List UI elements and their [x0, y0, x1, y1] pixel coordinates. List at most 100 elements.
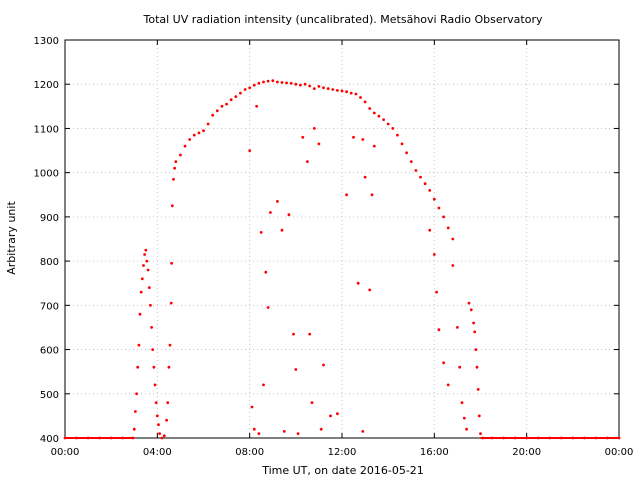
- data-point: [136, 365, 140, 369]
- data-point: [157, 423, 160, 427]
- data-point: [345, 193, 348, 197]
- data-point: [280, 81, 284, 84]
- data-point: [168, 343, 172, 347]
- data-point: [170, 204, 174, 208]
- data-point: [142, 264, 145, 267]
- data-point: [396, 133, 399, 137]
- data-point: [322, 86, 325, 90]
- data-point: [285, 81, 288, 85]
- data-point: [352, 135, 355, 139]
- data-point: [169, 301, 173, 305]
- data-point: [349, 91, 353, 95]
- data-point: [363, 175, 367, 179]
- y-tick-label: 1000: [34, 169, 59, 180]
- data-point: [451, 237, 455, 241]
- data-point: [167, 365, 171, 369]
- y-tick-label: 400: [40, 434, 59, 445]
- data-point: [153, 383, 157, 387]
- data-point: [248, 86, 252, 90]
- grid: [65, 40, 619, 438]
- data-point: [173, 166, 177, 170]
- data-point: [419, 175, 422, 179]
- data-point: [282, 430, 286, 433]
- y-tick-label: 1300: [34, 36, 59, 47]
- data-point: [386, 122, 390, 126]
- data-point: [345, 90, 348, 94]
- data-point: [308, 84, 312, 88]
- data-point: [259, 231, 263, 234]
- y-axis-label: Arbitrary unit: [5, 201, 18, 275]
- data-point: [138, 312, 142, 316]
- data-point: [234, 95, 238, 98]
- data-point: [446, 383, 450, 387]
- data-point: [336, 412, 339, 416]
- data-point: [423, 182, 427, 186]
- data-point: [451, 264, 455, 267]
- data-point: [172, 177, 175, 181]
- data-point: [162, 434, 166, 438]
- y-tick-label: 1100: [34, 124, 59, 135]
- data-point: [442, 361, 445, 365]
- data-point: [165, 418, 169, 422]
- data-point: [479, 432, 482, 435]
- data-point: [299, 83, 302, 87]
- data-point: [326, 87, 330, 90]
- data-point: [312, 87, 316, 90]
- data-point: [287, 213, 291, 217]
- data-point: [220, 104, 224, 108]
- data-point: [183, 144, 187, 148]
- data-point: [257, 81, 261, 85]
- data-point: [206, 122, 210, 126]
- data-point: [152, 365, 156, 369]
- data-point: [266, 79, 270, 83]
- data-point: [262, 80, 265, 84]
- data-point: [202, 129, 205, 133]
- data-point: [331, 88, 335, 91]
- data-point: [140, 277, 144, 281]
- data-point: [158, 432, 162, 435]
- data-point: [166, 401, 170, 404]
- data-point: [301, 135, 305, 139]
- data-point: [264, 270, 268, 274]
- data-point: [474, 348, 478, 351]
- data-point: [132, 427, 136, 431]
- data-point: [476, 388, 480, 391]
- data-point: [354, 92, 358, 96]
- x-tick-label: 20:00: [512, 447, 541, 458]
- data-point: [243, 88, 247, 91]
- data-point: [340, 89, 344, 93]
- data-point: [276, 80, 279, 84]
- data-point: [294, 82, 298, 86]
- y-tick-label: 900: [40, 213, 59, 224]
- data-point: [432, 197, 436, 201]
- data-point: [437, 206, 441, 210]
- data-point: [170, 261, 174, 265]
- data-point: [372, 144, 376, 148]
- data-point: [179, 153, 182, 157]
- data-point: [255, 104, 258, 108]
- data-point: [469, 308, 473, 312]
- data-point: [292, 332, 295, 336]
- data-point: [400, 142, 404, 146]
- data-point: [322, 363, 325, 367]
- data-point: [372, 111, 376, 115]
- data-point: [368, 107, 372, 110]
- data-point: [308, 332, 312, 336]
- data-point: [465, 427, 468, 431]
- y-tick-label: 500: [40, 390, 59, 401]
- data-point: [296, 432, 300, 435]
- data-point: [442, 215, 445, 219]
- data-point: [192, 133, 196, 137]
- data-point: [310, 401, 314, 404]
- data-point: [460, 401, 464, 404]
- data-point: [458, 365, 462, 369]
- x-tick-label: 00:00: [51, 447, 80, 458]
- x-tick-label: 04:00: [143, 447, 172, 458]
- data-point: [262, 383, 265, 387]
- y-tick-label: 600: [40, 346, 59, 357]
- data-point: [428, 228, 432, 232]
- data-point: [271, 79, 275, 83]
- data-point: [229, 98, 233, 102]
